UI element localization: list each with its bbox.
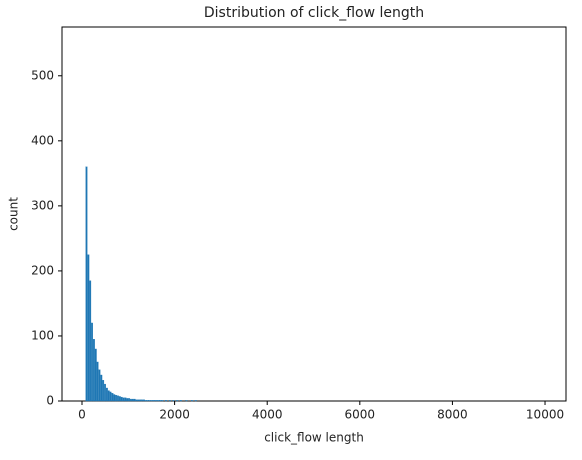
bar <box>172 400 175 402</box>
bar <box>159 400 162 402</box>
bar <box>152 400 155 402</box>
y-axis-label: count <box>7 197 21 231</box>
bar <box>150 400 153 402</box>
bar <box>161 400 164 402</box>
bar <box>168 400 171 402</box>
x-tick-label: 8000 <box>437 408 468 422</box>
bar <box>111 393 114 402</box>
bar <box>154 400 156 402</box>
bar <box>105 387 108 402</box>
bar <box>194 400 197 402</box>
bar <box>137 399 140 402</box>
bar <box>165 400 168 402</box>
bar <box>191 400 193 402</box>
y-tick-label: 500 <box>31 68 54 82</box>
bar <box>96 361 99 402</box>
bar <box>120 396 123 402</box>
bar <box>91 322 93 402</box>
bar <box>92 339 95 402</box>
bar <box>185 400 188 402</box>
y-tick-label: 200 <box>31 263 54 277</box>
bar <box>89 280 92 402</box>
bar <box>104 383 106 402</box>
y-tick-label: 300 <box>31 198 54 212</box>
bar <box>85 166 88 402</box>
bar <box>115 394 118 402</box>
bar <box>126 398 129 402</box>
bar <box>142 399 145 402</box>
bar <box>148 400 151 402</box>
bar <box>128 398 131 402</box>
bar <box>109 391 112 402</box>
bar <box>133 398 136 402</box>
bar <box>124 397 127 402</box>
bar <box>180 400 182 402</box>
x-tick-label: 0 <box>78 408 86 422</box>
bar <box>135 399 138 402</box>
bar <box>98 369 101 402</box>
x-axis-label: click_flow length <box>264 431 364 445</box>
bar <box>141 399 143 402</box>
x-tick-label: 2000 <box>159 408 190 422</box>
y-tick-label: 100 <box>31 328 54 342</box>
bar <box>155 400 158 402</box>
bar <box>144 400 147 402</box>
x-tick-label: 4000 <box>252 408 283 422</box>
bar <box>94 348 97 402</box>
bar <box>139 399 142 402</box>
chart-title: Distribution of click_flow length <box>204 5 424 21</box>
bar <box>113 394 116 402</box>
y-tick-label: 400 <box>31 133 54 147</box>
bar <box>122 397 125 402</box>
bar <box>102 380 105 402</box>
bar <box>157 400 160 402</box>
bar <box>131 398 134 402</box>
x-tick-label: 6000 <box>345 408 376 422</box>
y-tick-label: 0 <box>46 394 54 408</box>
bar <box>87 254 90 402</box>
bar <box>130 398 132 402</box>
bar <box>176 400 179 402</box>
bar <box>100 374 103 402</box>
plot-frame <box>61 26 567 402</box>
bar <box>107 390 110 402</box>
x-tick-label: 10000 <box>526 408 564 422</box>
bar <box>146 400 149 402</box>
bar <box>117 395 119 402</box>
bar <box>118 396 121 402</box>
